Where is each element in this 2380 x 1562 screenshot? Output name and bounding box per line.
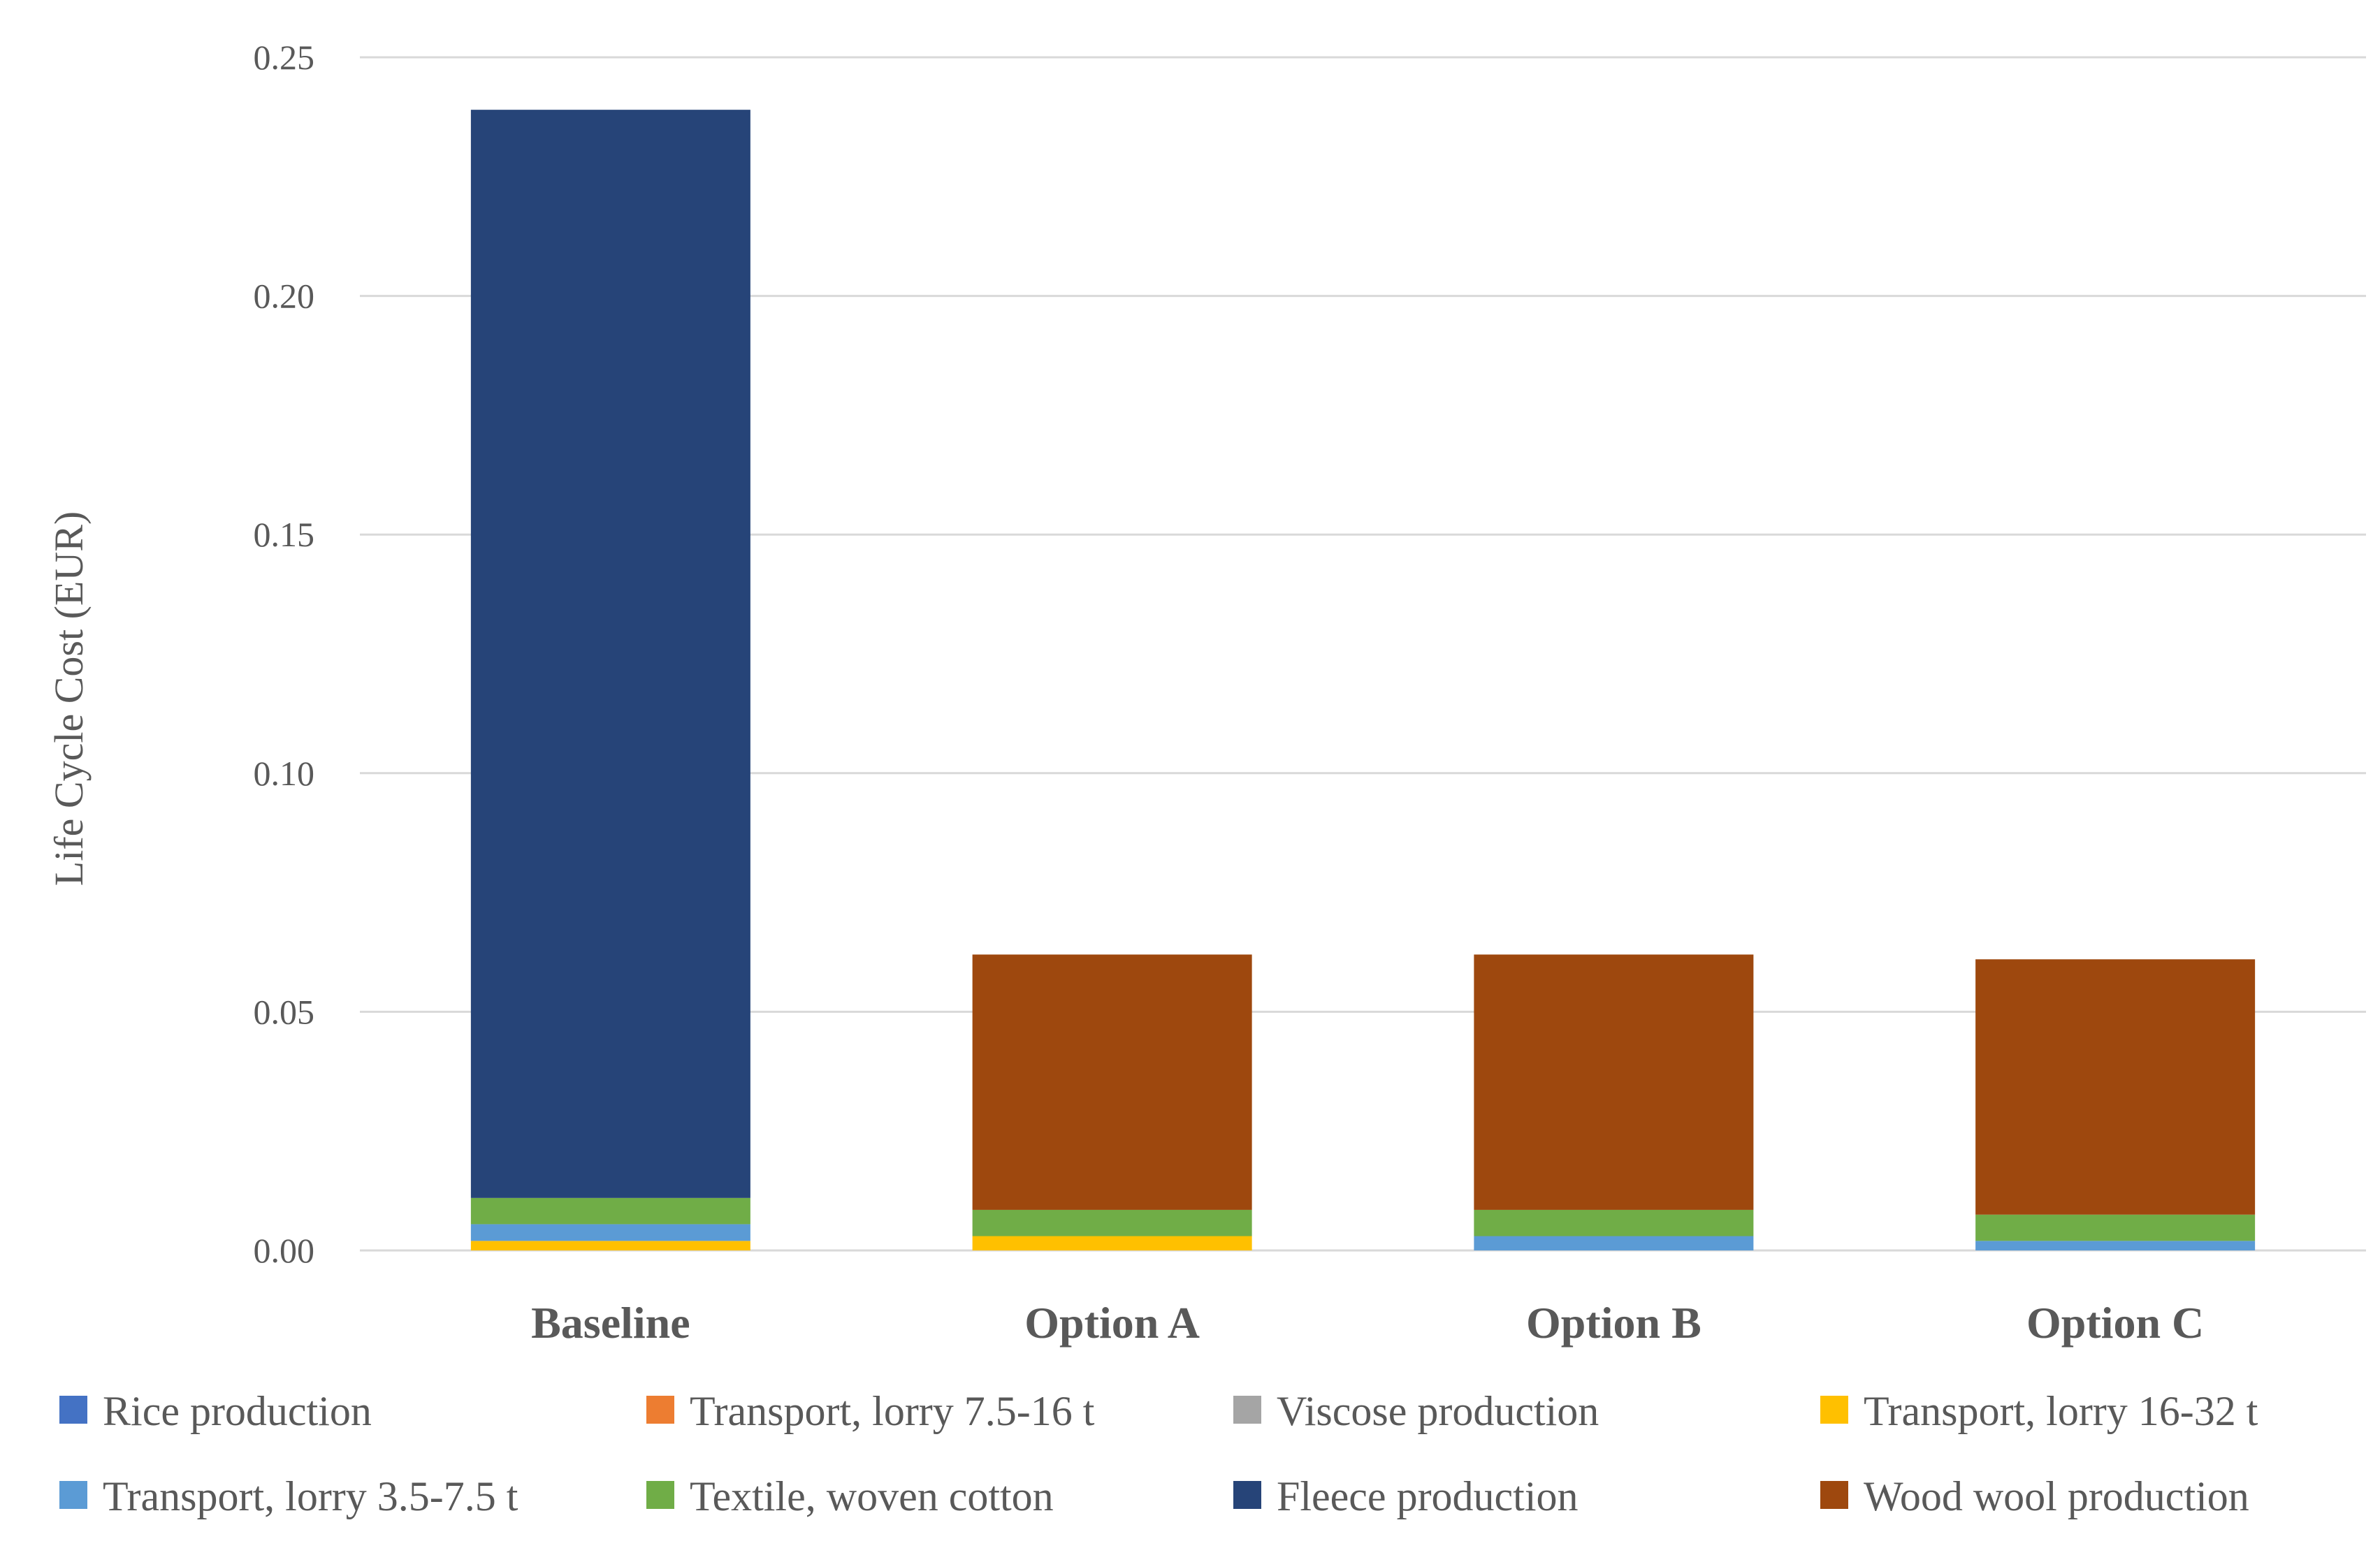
y-tick-label: 0.20 xyxy=(254,277,315,316)
bar-segment xyxy=(470,110,750,1198)
legend-swatch xyxy=(646,1481,674,1509)
bar-segment xyxy=(470,1241,750,1250)
legend-label: Fleece production xyxy=(1277,1473,1579,1519)
bar-segment xyxy=(972,954,1252,1210)
x-axis-categories: Baseline Option A Option B Option C xyxy=(531,1298,2204,1348)
legend-label: Viscose production xyxy=(1277,1388,1599,1434)
y-tick-label: 0.25 xyxy=(254,38,315,77)
legend-swatch xyxy=(646,1396,674,1424)
x-category-label: Option C xyxy=(2026,1298,2204,1348)
bar-segment xyxy=(1975,1214,2256,1241)
bar-segment xyxy=(1474,954,1754,1210)
bar-segment xyxy=(1975,959,2256,1215)
y-tick-label: 0.15 xyxy=(254,515,315,554)
y-tick-label: 0.00 xyxy=(254,1231,315,1270)
y-axis-ticks: 0.00 0.05 0.10 0.15 0.20 0.25 xyxy=(254,38,315,1270)
y-tick-label: 0.05 xyxy=(254,992,315,1031)
x-category-label: Option B xyxy=(1526,1298,1701,1348)
legend-swatch xyxy=(59,1481,87,1509)
legend: Rice production Transport, lorry 7.5-16 t… xyxy=(59,1388,2258,1519)
legend-label: Transport, lorry 7.5-16 t xyxy=(690,1388,1095,1434)
bar-segment xyxy=(1474,1236,1754,1250)
legend-label: Textile, woven cotton xyxy=(690,1473,1054,1519)
y-axis-title: Life Cycle Cost (EUR) xyxy=(46,511,92,886)
bar-segment xyxy=(470,1224,750,1241)
legend-label: Wood wool production xyxy=(1864,1473,2249,1519)
legend-swatch xyxy=(1820,1481,1848,1509)
bar-segment xyxy=(470,1197,750,1225)
legend-swatch xyxy=(1233,1481,1261,1509)
legend-swatch xyxy=(59,1396,87,1424)
y-tick-label: 0.10 xyxy=(254,754,315,793)
bar-segment xyxy=(972,1236,1252,1250)
legend-label: Rice production xyxy=(103,1388,372,1434)
x-category-label: Option A xyxy=(1024,1298,1200,1348)
bar-segment xyxy=(1975,1241,2256,1250)
bar-segment xyxy=(972,1209,1252,1236)
legend-label: Transport, lorry 16-32 t xyxy=(1864,1388,2258,1434)
bar-segment xyxy=(1474,1209,1754,1236)
bars xyxy=(470,110,2256,1250)
legend-swatch xyxy=(1233,1396,1261,1424)
legend-label: Transport, lorry 3.5-7.5 t xyxy=(103,1473,518,1519)
x-category-label: Baseline xyxy=(531,1298,690,1348)
legend-swatch xyxy=(1820,1396,1848,1424)
